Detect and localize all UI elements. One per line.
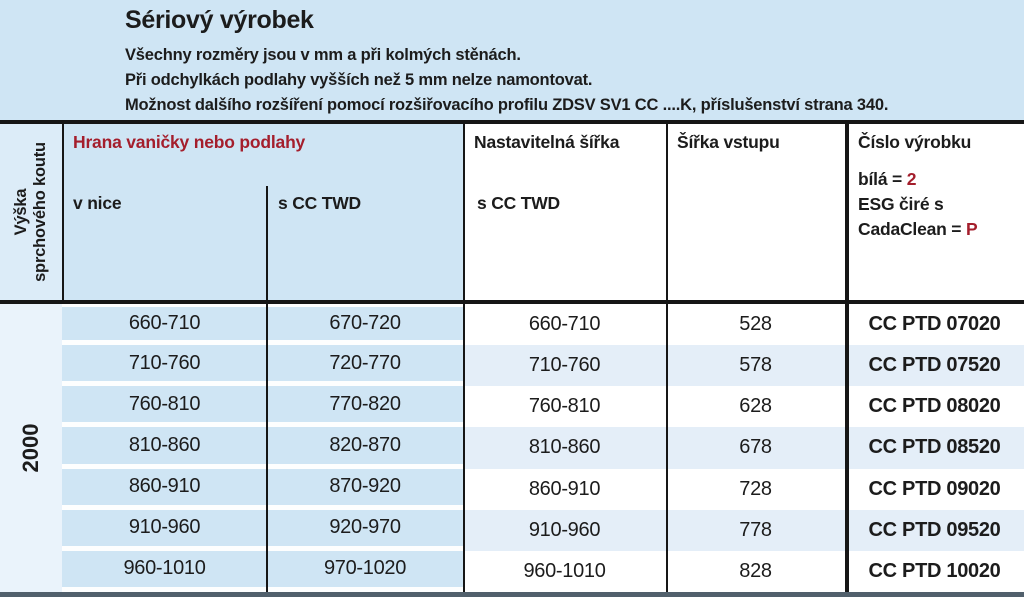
row-axis-label: Výška sprchového koutu bbox=[12, 142, 50, 282]
row-axis-label-line1: Výška bbox=[12, 188, 30, 236]
cell-s-cc-twd: 970-1020 bbox=[267, 550, 463, 592]
table-body: 660-710 670-720 660-710 528 CC PTD 07020… bbox=[62, 304, 1024, 592]
cell-product-code: CC PTD 08020 bbox=[845, 386, 1024, 428]
cell-s-cc-twd: 820-870 bbox=[267, 427, 463, 469]
cell-v-nice: 760-810 bbox=[62, 386, 267, 428]
table-top-rule bbox=[0, 120, 1024, 124]
cell-s-cc-twd: 720-770 bbox=[267, 345, 463, 387]
rule-col4-col5 bbox=[845, 124, 849, 592]
height-value: 2000 bbox=[18, 423, 43, 473]
cell-product-code: CC PTD 07520 bbox=[845, 345, 1024, 387]
table-row: 810-860 820-870 810-860 678 CC PTD 08520 bbox=[62, 427, 1024, 469]
cell-adjustable: 660-710 bbox=[463, 304, 666, 346]
cell-adjustable: 960-1010 bbox=[463, 550, 666, 592]
header-product-number: Číslo výrobku bílá = 2 ESG čiré s CadaCl… bbox=[849, 124, 1024, 300]
header-entry-title: Šířka vstupu bbox=[677, 132, 780, 152]
row-axis-header-cell: Výška sprchového koutu bbox=[0, 124, 62, 300]
row-axis-label-line2: sprchového koutu bbox=[31, 142, 49, 282]
cell-v-nice: 860-910 bbox=[62, 468, 267, 510]
cell-entry-width: 578 bbox=[666, 345, 845, 387]
cell-product-code: CC PTD 09520 bbox=[845, 509, 1024, 551]
cell-entry-width: 528 bbox=[666, 304, 845, 346]
rule-row-axis bbox=[62, 124, 64, 300]
table-row: 910-960 920-970 910-960 778 CC PTD 09520 bbox=[62, 509, 1024, 551]
legend-glass: ESG čiré s bbox=[858, 194, 944, 214]
table-row: 660-710 670-720 660-710 528 CC PTD 07020 bbox=[62, 304, 1024, 346]
header-adjustable-width: Nastavitelná šířka s CC TWD bbox=[465, 124, 666, 300]
table-row: 710-760 720-770 710-760 578 CC PTD 07520 bbox=[62, 345, 1024, 387]
legend-cadaclean-value: P bbox=[966, 219, 978, 239]
cell-entry-width: 628 bbox=[666, 386, 845, 428]
header-body-rule bbox=[0, 300, 1024, 304]
header-product-title: Číslo výrobku bbox=[858, 132, 972, 152]
table-row: 960-1010 970-1020 960-1010 828 CC PTD 10… bbox=[62, 550, 1024, 592]
cell-v-nice: 910-960 bbox=[62, 509, 267, 551]
header-adjustable-title: Nastavitelná šířka bbox=[474, 132, 620, 152]
cell-adjustable: 860-910 bbox=[463, 468, 666, 510]
cell-product-code: CC PTD 10020 bbox=[845, 550, 1024, 592]
rule-col2-col3 bbox=[463, 124, 465, 592]
note-line: Při odchylkách podlahy vyšších než 5 mm … bbox=[125, 71, 593, 89]
cell-s-cc-twd: 870-920 bbox=[267, 468, 463, 510]
cell-entry-width: 728 bbox=[666, 468, 845, 510]
header-adjustable-sub: s CC TWD bbox=[477, 193, 560, 213]
header-edge-title: Hrana vaničky nebo podlahy bbox=[73, 132, 306, 152]
cell-adjustable: 910-960 bbox=[463, 509, 666, 551]
height-value-cell: 2000 bbox=[0, 304, 62, 592]
page-title: Sériový výrobek bbox=[125, 6, 314, 34]
cell-s-cc-twd: 920-970 bbox=[267, 509, 463, 551]
cell-product-code: CC PTD 08520 bbox=[845, 427, 1024, 469]
header-s-cc-twd: s CC TWD bbox=[278, 193, 361, 213]
cell-v-nice: 660-710 bbox=[62, 304, 267, 346]
rule-col3-col4 bbox=[666, 124, 668, 592]
cell-product-code: CC PTD 09020 bbox=[845, 468, 1024, 510]
cell-v-nice: 960-1010 bbox=[62, 550, 267, 592]
note-line: Všechny rozměry jsou v mm a při kolmých … bbox=[125, 46, 521, 64]
cell-product-code: CC PTD 07020 bbox=[845, 304, 1024, 346]
header-entry-width: Šířka vstupu bbox=[668, 124, 845, 300]
cell-entry-width: 678 bbox=[666, 427, 845, 469]
cell-entry-width: 828 bbox=[666, 550, 845, 592]
cell-adjustable: 810-860 bbox=[463, 427, 666, 469]
note-line: Možnost dalšího rozšíření pomocí rozšiřo… bbox=[125, 96, 889, 114]
header-v-nice: v nice bbox=[73, 193, 122, 213]
legend-white-value: 2 bbox=[906, 169, 917, 189]
legend-white: bílá = 2 bbox=[858, 167, 1024, 192]
legend-cadaclean-label: CadaClean = bbox=[858, 219, 966, 239]
legend-white-label: bílá = bbox=[858, 169, 907, 189]
cell-entry-width: 778 bbox=[666, 509, 845, 551]
table-bottom-rule bbox=[0, 592, 1024, 597]
legend-cadaclean: CadaClean = P bbox=[858, 217, 1024, 242]
title-block: Sériový výrobek Všechny rozměry jsou v m… bbox=[125, 6, 888, 118]
product-code-legend: bílá = 2 ESG čiré s CadaClean = P bbox=[849, 167, 1024, 242]
table-row: 760-810 770-820 760-810 628 CC PTD 08020 bbox=[62, 386, 1024, 428]
cell-adjustable: 760-810 bbox=[463, 386, 666, 428]
cell-v-nice: 810-860 bbox=[62, 427, 267, 469]
cell-v-nice: 710-760 bbox=[62, 345, 267, 387]
cell-adjustable: 710-760 bbox=[463, 345, 666, 387]
header-edge-group: Hrana vaničky nebo podlahy v nice s CC T… bbox=[64, 124, 463, 300]
cell-s-cc-twd: 770-820 bbox=[267, 386, 463, 428]
cell-s-cc-twd: 670-720 bbox=[267, 304, 463, 346]
rule-col1-col2 bbox=[266, 186, 268, 592]
table-row: 860-910 870-920 860-910 728 CC PTD 09020 bbox=[62, 468, 1024, 510]
